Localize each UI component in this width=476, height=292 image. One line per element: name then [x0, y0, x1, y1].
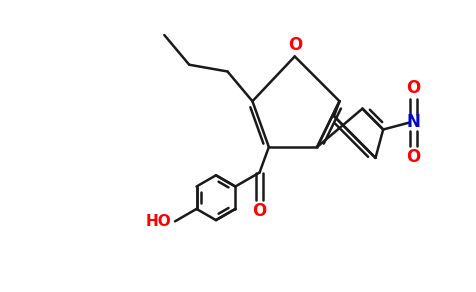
Text: O: O — [407, 79, 421, 97]
Text: O: O — [288, 36, 302, 55]
Text: N: N — [407, 114, 421, 131]
Text: O: O — [407, 148, 421, 166]
Text: HO: HO — [145, 214, 171, 229]
Text: O: O — [252, 202, 267, 220]
